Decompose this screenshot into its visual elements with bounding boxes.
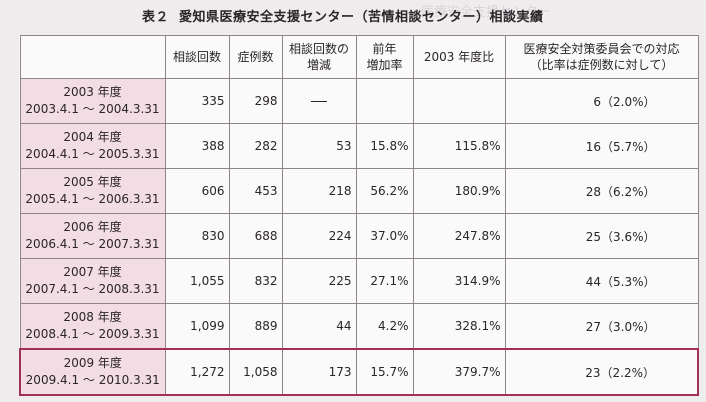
fiscal-year-label: 2005 年度: [63, 175, 122, 189]
change-cell: 53: [281, 123, 357, 169]
change-cell: 225: [281, 258, 357, 304]
consultations-cell: 388: [164, 123, 230, 169]
fiscal-year-cell: 2003 年度 2003.4.1 ～ 2004.3.31: [19, 78, 166, 124]
header-vs2003-line: 2003 年度比: [423, 50, 495, 64]
vs2003-cell: [412, 78, 506, 124]
table-row: 2007 年度 2007.4.1 ～ 2008.3.31 1,055 832 225 27…: [19, 258, 699, 304]
change-cell: —: [281, 78, 357, 124]
growth-cell: 27.1%: [355, 258, 414, 304]
cases-cell: 282: [228, 123, 283, 169]
consultations-cell: 1,055: [164, 258, 230, 304]
table-title: 表２ 愛知県医療安全支援センター（苦情相談センター）相談実績: [142, 6, 544, 26]
fiscal-year-cell: 2008 年度 2008.4.1 ～ 2009.3.31: [19, 303, 166, 350]
consultations-cell: 830: [164, 213, 230, 259]
table-row: 2005 年度 2005.4.1 ～ 2006.3.31 606 453 218 56.2…: [19, 168, 699, 214]
header-year: [19, 35, 166, 79]
committee-response-cell: 44（5.3%）: [504, 258, 699, 304]
change-cell: 218: [281, 168, 357, 214]
consultation-results-table: 相談回数 症例数 相談回数の 増減 前年 増加率 2003 年度比 医療安全対策委員会での対応…: [19, 35, 699, 396]
committee-response-cell: 27（3.0%）: [504, 303, 699, 350]
fiscal-year-label: 2007 年度: [63, 265, 122, 279]
header-growth: 前年 増加率: [355, 35, 414, 79]
cases-cell: 889: [228, 303, 283, 350]
header-change-line: 相談回数の: [288, 42, 349, 56]
change-cell: 173: [281, 348, 357, 396]
fiscal-year-cell: 2006 年度 2006.4.1 ～ 2007.3.31: [19, 213, 166, 259]
growth-cell: 15.7%: [355, 348, 414, 396]
header-change-line: 増減: [306, 58, 331, 72]
growth-cell: 4.2%: [355, 303, 414, 350]
fiscal-year-label: 2006 年度: [63, 220, 122, 234]
header-committee-response: 医療安全対策委員会での対応 （比率は症例数に対して）: [504, 35, 699, 79]
fiscal-year-period: 2006.4.1 ～ 2007.3.31: [25, 237, 160, 251]
header-cases: 症例数: [228, 35, 283, 79]
consultations-cell: 1,099: [164, 303, 230, 350]
fiscal-year-period: 2003.4.1 ～ 2004.3.31: [25, 102, 160, 116]
growth-cell: 56.2%: [355, 168, 414, 214]
fiscal-year-period: 2005.4.1 ～ 2006.3.31: [25, 192, 160, 206]
vs2003-cell: 328.1%: [412, 303, 506, 350]
fiscal-year-cell: 2005 年度 2005.4.1 ～ 2006.3.31: [19, 168, 166, 214]
cases-cell: 1,058: [228, 348, 283, 396]
committee-response-cell: 25（3.6%）: [504, 213, 699, 259]
header-growth-line: 前年: [372, 42, 397, 56]
header-change: 相談回数の 増減: [281, 35, 357, 79]
table-row: 2004 年度 2004.4.1 ～ 2005.3.31 388 282 53 15.8%…: [19, 123, 699, 169]
table-row: 2006 年度 2006.4.1 ～ 2007.3.31 830 688 224 37.0…: [19, 213, 699, 259]
committee-response-cell: 6（2.0%）: [504, 78, 699, 124]
growth-cell: 37.0%: [355, 213, 414, 259]
vs2003-cell: 115.8%: [412, 123, 506, 169]
header-growth-line: 増加率: [366, 58, 403, 72]
fiscal-year-cell: 2004 年度 2004.4.1 ～ 2005.3.31: [19, 123, 166, 169]
vs2003-cell: 180.9%: [412, 168, 506, 214]
fiscal-year-period: 2009.4.1 ～ 2010.3.31: [25, 373, 160, 387]
fiscal-year-label: 2009 年度: [63, 356, 122, 370]
cases-cell: 832: [228, 258, 283, 304]
cases-cell: 298: [228, 78, 283, 124]
consultations-cell: 606: [164, 168, 230, 214]
committee-response-cell: 28（6.2%）: [504, 168, 699, 214]
vs2003-cell: 379.7%: [412, 348, 506, 396]
growth-cell: [355, 78, 414, 124]
vs2003-cell: 314.9%: [412, 258, 506, 304]
header-row: 相談回数 症例数 相談回数の 増減 前年 増加率 2003 年度比 医療安全対策委員会での対応…: [19, 35, 699, 79]
header-consultations-line: 相談回数: [172, 50, 221, 64]
fiscal-year-cell: 2009 年度 2009.4.1 ～ 2010.3.31: [19, 348, 166, 396]
header-committee-response-line: （比率は症例数に対して）: [529, 58, 674, 72]
header-vs2003: 2003 年度比: [412, 35, 506, 79]
change-cell: 44: [281, 303, 357, 350]
header-consultations: 相談回数: [164, 35, 230, 79]
committee-response-cell: 16（5.7%）: [504, 123, 699, 169]
fiscal-year-label: 2003 年度: [63, 85, 122, 99]
cases-cell: 688: [228, 213, 283, 259]
fiscal-year-label: 2008 年度: [63, 310, 122, 324]
table-row: 2009 年度 2009.4.1 ～ 2010.3.31 1,272 1,058 173…: [19, 348, 699, 396]
committee-response-cell: 23（2.2%）: [504, 348, 699, 396]
fiscal-year-period: 2004.4.1 ～ 2005.3.31: [25, 147, 160, 161]
fiscal-year-period: 2007.4.1 ～ 2008.3.31: [25, 282, 160, 296]
change-cell: 224: [281, 213, 357, 259]
consultations-cell: 335: [164, 78, 230, 124]
consultations-cell: 1,272: [164, 348, 230, 396]
header-committee-response-line: 医療安全対策委員会での対応: [523, 42, 680, 56]
fiscal-year-period: 2008.4.1 ～ 2009.3.31: [25, 327, 160, 341]
cases-cell: 453: [228, 168, 283, 214]
table-row: 2008 年度 2008.4.1 ～ 2009.3.31 1,099 889 44 4.2…: [19, 303, 699, 350]
table-number: 表２: [142, 10, 170, 25]
fiscal-year-label: 2004 年度: [63, 130, 122, 144]
header-cases-line: 症例数: [237, 50, 274, 64]
table-title-text: 愛知県医療安全支援センター（苦情相談センター）相談実績: [179, 10, 544, 25]
vs2003-cell: 247.8%: [412, 213, 506, 259]
growth-cell: 15.8%: [355, 123, 414, 169]
dash-mark: [311, 101, 327, 102]
fiscal-year-cell: 2007 年度 2007.4.1 ～ 2008.3.31: [19, 258, 166, 304]
